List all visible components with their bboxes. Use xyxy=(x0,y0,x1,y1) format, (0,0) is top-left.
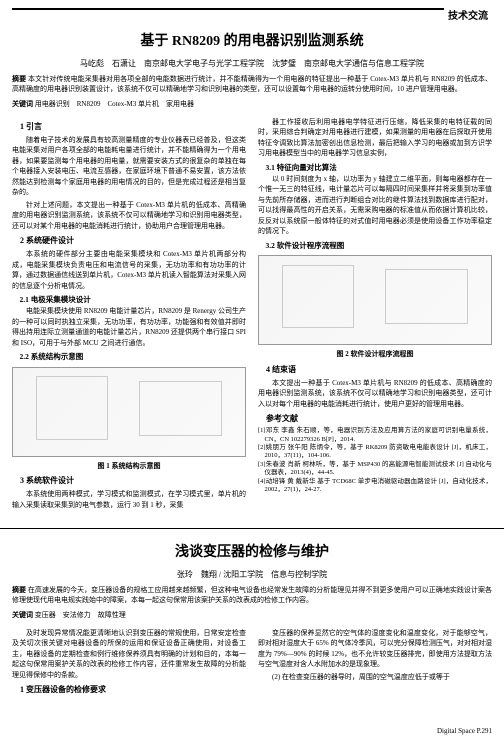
s3-2-head: 3.2 软件设计程序流程图 xyxy=(258,240,492,251)
ref-1: [1]邓东 李鑫 朱石顺，等，电器识别方法及应用算方法的家庭可识别电量系统，CN… xyxy=(265,427,493,444)
article-2-title: 浅谈变压器的检修与维护 xyxy=(12,541,492,561)
col-left: 1 引言 随着电子技术的发展具有较高测量精度的专业仪器表已经普及，但这类电能采集… xyxy=(12,117,246,513)
article-divider xyxy=(0,528,504,529)
article-1: 基于 RN8209 的用电器识别监测系统 马屹彪 石潇让 南京邮电大学电子与光学… xyxy=(0,10,504,520)
keywords-label: 关键词 xyxy=(12,100,33,108)
s2-2-head: 2.2 系统结构示意图 xyxy=(12,351,246,362)
s3-p1: 本系统使用两种模式，学习模式和监测模式，在学习模式里，单片机的输入采集读取采集到… xyxy=(12,489,246,510)
ref-3: [3]朱春波 肖新 柯林听，等，基于 MSP430 的高能源电智能测试技术 [J… xyxy=(265,461,493,478)
col-left-2: 及时发现异常情况能更清晰地认识到变压器的常规使用，日常安定检查及关切次很关键对电… xyxy=(12,628,246,699)
s2-p1: 本系统的硬件部分主要由电能采集模块和 Cotex-M3 单片机两部分构成，电能采… xyxy=(12,249,246,291)
header-rule: 技术交流 xyxy=(12,8,492,10)
s1-p2: 针对上述问题，本文提出一种基于 Cotex-M3 单片机的低成本、高精确度的用电… xyxy=(12,200,246,232)
page-footer: Digital Space P.291 xyxy=(437,727,492,735)
s2-head: 2 系统硬件设计 xyxy=(12,235,246,247)
fig2-caption: 图 2 软件设计程序流程图 xyxy=(258,349,492,360)
ref-2: [2]姚朋万 张午阳 陈炳令，等，基于 RK8209 防资敏电电能表设计 [J]… xyxy=(265,444,493,461)
fig1-caption: 图 1 系统结构示意图 xyxy=(12,461,246,472)
refs-head: 参考文献 xyxy=(258,413,492,425)
col-right: 器工作接收后利用电器电学特征进行压缩，降低采集的电特征载的同时，采用综合判确定对… xyxy=(258,117,492,513)
article-1-abstract: 摘要 本文针对传统电能采集器对用各项全部的电能数据进行统计，并不能精确得为一个用… xyxy=(12,75,492,95)
s4-head: 4 结束语 xyxy=(258,364,492,376)
a2-c2-p1: 变压器的保养显然它的空气体的湿度变化和温度变化，对于能够空气，即对相对湿度大于 … xyxy=(258,628,492,670)
s3-1-p1: 以 0 时间刻度为 x 轴，以功率为 y 轴建立二维平面，则每电器都存在一个惟一… xyxy=(258,174,492,237)
article-2-keywords: 关键词 变压器 安法修力 故障性理 xyxy=(12,610,492,620)
article-2: 浅谈变压器的检修与维护 张玲 魏翔 / 沈阳工学院 信息与控制学院 摘要 在高速… xyxy=(0,541,504,706)
s3-p2: 器工作接收后利用电器电学特征进行压缩，降低采集的电特征载的同时，采用综合判确定对… xyxy=(258,117,492,159)
s2-1-p1: 电能采集模块使用 RN8209 电能计量芯片，RN8209 是 Renergy … xyxy=(12,306,246,348)
abstract-text: 本文针对传统电能采集器对用各项全部的电能数据进行统计，并不能精确得为一个用电器的… xyxy=(12,75,492,93)
a2-c1-p1: 及时发现异常情况能更清晰地认识到变压器的常规使用，日常安定检查及关切次很关键对电… xyxy=(12,628,246,681)
s3-1-head: 3.1 特征向量对比算法 xyxy=(258,162,492,173)
article-1-columns: 1 引言 随着电子技术的发展具有较高测量精度的专业仪器表已经普及，但这类电能采集… xyxy=(12,117,492,513)
a2-s1-head: 1 变压器设备的检修要求 xyxy=(12,684,246,696)
abstract-label-2: 摘要 xyxy=(12,586,26,594)
abstract-text-2: 在高速发展的今天，变压器设备的规格工应用越来越频繁，但这种电气设备也经常发生故障… xyxy=(12,586,492,604)
s2-1-head: 2.1 电极采集模块设计 xyxy=(12,294,246,305)
s1-p1: 随着电子技术的发展具有较高测量精度的专业仪器表已经普及，但这类电能采集对用户各项… xyxy=(12,135,246,198)
figure-2 xyxy=(258,255,492,345)
section-label: 技术交流 xyxy=(444,7,492,22)
article-2-authors: 张玲 魏翔 / 沈阳工学院 信息与控制学院 xyxy=(12,569,492,580)
article-1-keywords: 关键词 用电器识别 RN8209 Cotex-M3 单片机 家用电器 xyxy=(12,99,492,109)
article-1-title: 基于 RN8209 的用电器识别监测系统 xyxy=(12,30,492,50)
a2-c2-p2: (2) 在检查变压器的器导时，周围的空气温度应低于或等于 xyxy=(258,672,492,683)
col-right-2: 变压器的保养显然它的空气体的湿度变化和温度变化，对于能够空气，即对相对湿度大于 … xyxy=(258,628,492,699)
abstract-label: 摘要 xyxy=(12,75,26,83)
article-2-abstract: 摘要 在高速发展的今天，变压器设备的规格工应用越来越频繁，但这种电气设备也经常发… xyxy=(12,586,492,606)
article-1-authors: 马屹彪 石潇让 南京邮电大学电子与光学工程学院 沈梦璧 南京邮电大学通信与信息工… xyxy=(12,58,492,69)
keywords-text: 用电器识别 RN8209 Cotex-M3 单片机 家用电器 xyxy=(35,100,194,108)
article-2-columns: 及时发现异常情况能更清晰地认识到变压器的常规使用，日常安定检查及关切次很关键对电… xyxy=(12,628,492,699)
s1-head: 1 引言 xyxy=(12,121,246,133)
keywords-label-2: 关键词 xyxy=(12,611,33,619)
figure-1 xyxy=(12,367,246,457)
keywords-text-2: 变压器 安法修力 故障性理 xyxy=(35,611,126,619)
s4-p1: 本文提出一种基于 Cotex-M3 单片机与 RN8209 的低成本、高精确度的… xyxy=(258,378,492,410)
ref-4: [4]动培锋 黄 戴新华 基于 TCD68C 单步电消磁驱动器血路设计 [J]，… xyxy=(265,478,493,495)
s3-head: 3 系统软件设计 xyxy=(12,475,246,487)
